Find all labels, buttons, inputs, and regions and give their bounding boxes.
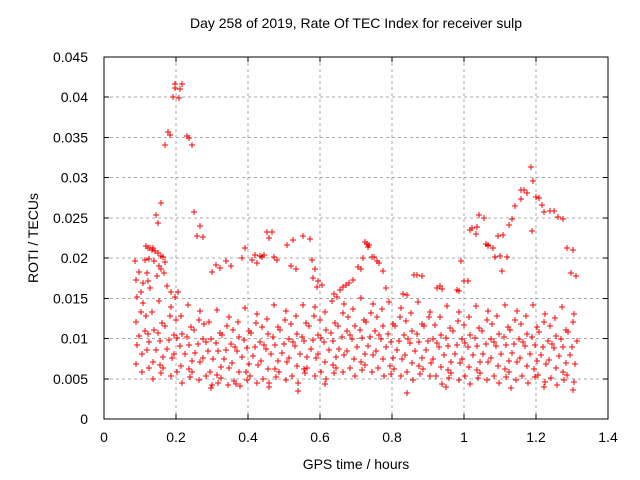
y-tick-label: 0.02 bbox=[61, 250, 88, 266]
y-tick-label: 0.04 bbox=[61, 89, 88, 105]
x-tick-label: 0.4 bbox=[238, 429, 258, 445]
plot-border bbox=[103, 56, 609, 420]
y-tick-label: 0.01 bbox=[61, 331, 88, 347]
y-tick-label: 0.025 bbox=[53, 210, 88, 226]
x-tick-label: 1.2 bbox=[526, 429, 546, 445]
scatter-markers bbox=[132, 81, 580, 396]
x-axis-label: GPS time / hours bbox=[302, 456, 410, 472]
x-tick-label: 0.6 bbox=[310, 429, 330, 445]
y-tick-label: 0.045 bbox=[53, 49, 88, 65]
x-tick-label: 1.4 bbox=[598, 429, 618, 445]
x-tick-label: 1 bbox=[460, 429, 468, 445]
x-tick-label: 0.8 bbox=[382, 429, 402, 445]
y-tick-label: 0.015 bbox=[53, 290, 88, 306]
x-tick-label: 0.2 bbox=[166, 429, 186, 445]
x-tick-label: 0 bbox=[100, 429, 108, 445]
y-tick-label: 0.03 bbox=[61, 170, 88, 186]
y-tick-label: 0.005 bbox=[53, 371, 88, 387]
chart-title: Day 258 of 2019, Rate Of TEC Index for r… bbox=[189, 15, 523, 31]
y-tick-label: 0.035 bbox=[53, 129, 88, 145]
y-tick-label: 0 bbox=[80, 411, 88, 427]
